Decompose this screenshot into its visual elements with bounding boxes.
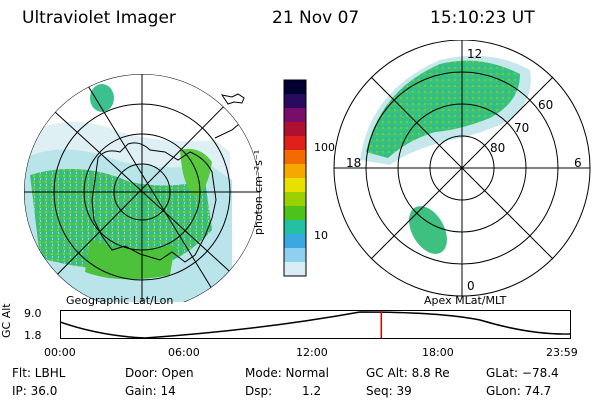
ip-status: IP: 36.0 [12, 384, 58, 398]
mlt-label-18: 18 [346, 156, 361, 170]
colorbar-cell [284, 192, 306, 207]
colorbar-cell [284, 108, 306, 123]
dsp-value: 1.2 [302, 384, 322, 398]
mlat-label-70: 70 [514, 121, 529, 135]
xtick-1200: 12:00 [296, 346, 328, 359]
geographic-map [24, 74, 260, 302]
mlt-label-12: 12 [467, 47, 482, 61]
gc-alt-status: GC Alt: 8.8 Re [366, 366, 450, 380]
date-label: 21 Nov 07 [272, 8, 360, 28]
colorbar-cell [284, 94, 306, 109]
altitude-tick-1-8: 1.8 [24, 329, 42, 342]
mlat-label-60: 60 [538, 98, 553, 112]
colorbar-tick-10: 10 [314, 229, 328, 242]
colorbar-cell [284, 248, 306, 263]
colorbar-cell [284, 164, 306, 179]
colorbar-cell [284, 262, 306, 277]
altitude-axis-label: GC Alt [0, 303, 13, 338]
xtick-0000: 00:00 [44, 346, 76, 359]
right-map-caption: Apex MLat/MLT [424, 294, 507, 307]
colorbar-cell [284, 80, 306, 95]
altitude-tick-9: 9.0 [24, 307, 42, 320]
time-label: 15:10:23 UT [430, 8, 535, 28]
altitude-curve [60, 311, 571, 339]
colorbar-cell [284, 178, 306, 193]
mlt-label-6: 6 [574, 156, 582, 170]
colorbar-cell [284, 150, 306, 165]
xtick-0600: 06:00 [168, 346, 200, 359]
left-map-caption: Geographic Lat/Lon [66, 294, 174, 307]
colorbar-tick-100: 100 [314, 141, 335, 154]
mode-status: Mode: Normal [245, 366, 329, 380]
colorbar-cell [284, 220, 306, 235]
colorbar-cell [284, 136, 306, 151]
xtick-1800: 18:00 [422, 346, 454, 359]
glon-status: GLon: 74.7 [486, 384, 552, 398]
gain-status: Gain: 14 [125, 384, 176, 398]
seq-status: Seq: 39 [366, 384, 412, 398]
colorbar-cell [284, 122, 306, 137]
door-status: Door: Open [125, 366, 194, 380]
altitude-plot [60, 310, 571, 339]
mlat-label-80: 80 [490, 141, 505, 155]
colorbar-cell [284, 234, 306, 249]
filter-status: Flt: LBHL [12, 366, 66, 380]
colorbar-cell [284, 206, 306, 221]
colorbar-unit-label: photon cm⁻²s⁻¹ [252, 149, 265, 235]
magnetic-map: 12 18 6 0 60 70 80 [333, 40, 591, 297]
mlt-label-0: 0 [467, 279, 475, 293]
colorbar [283, 79, 307, 277]
app-title: Ultraviolet Imager [22, 8, 176, 28]
xtick-2359: 23:59 [546, 346, 578, 359]
glat-status: GLat: −78.4 [486, 366, 559, 380]
dsp-label: Dsp: [245, 384, 273, 398]
